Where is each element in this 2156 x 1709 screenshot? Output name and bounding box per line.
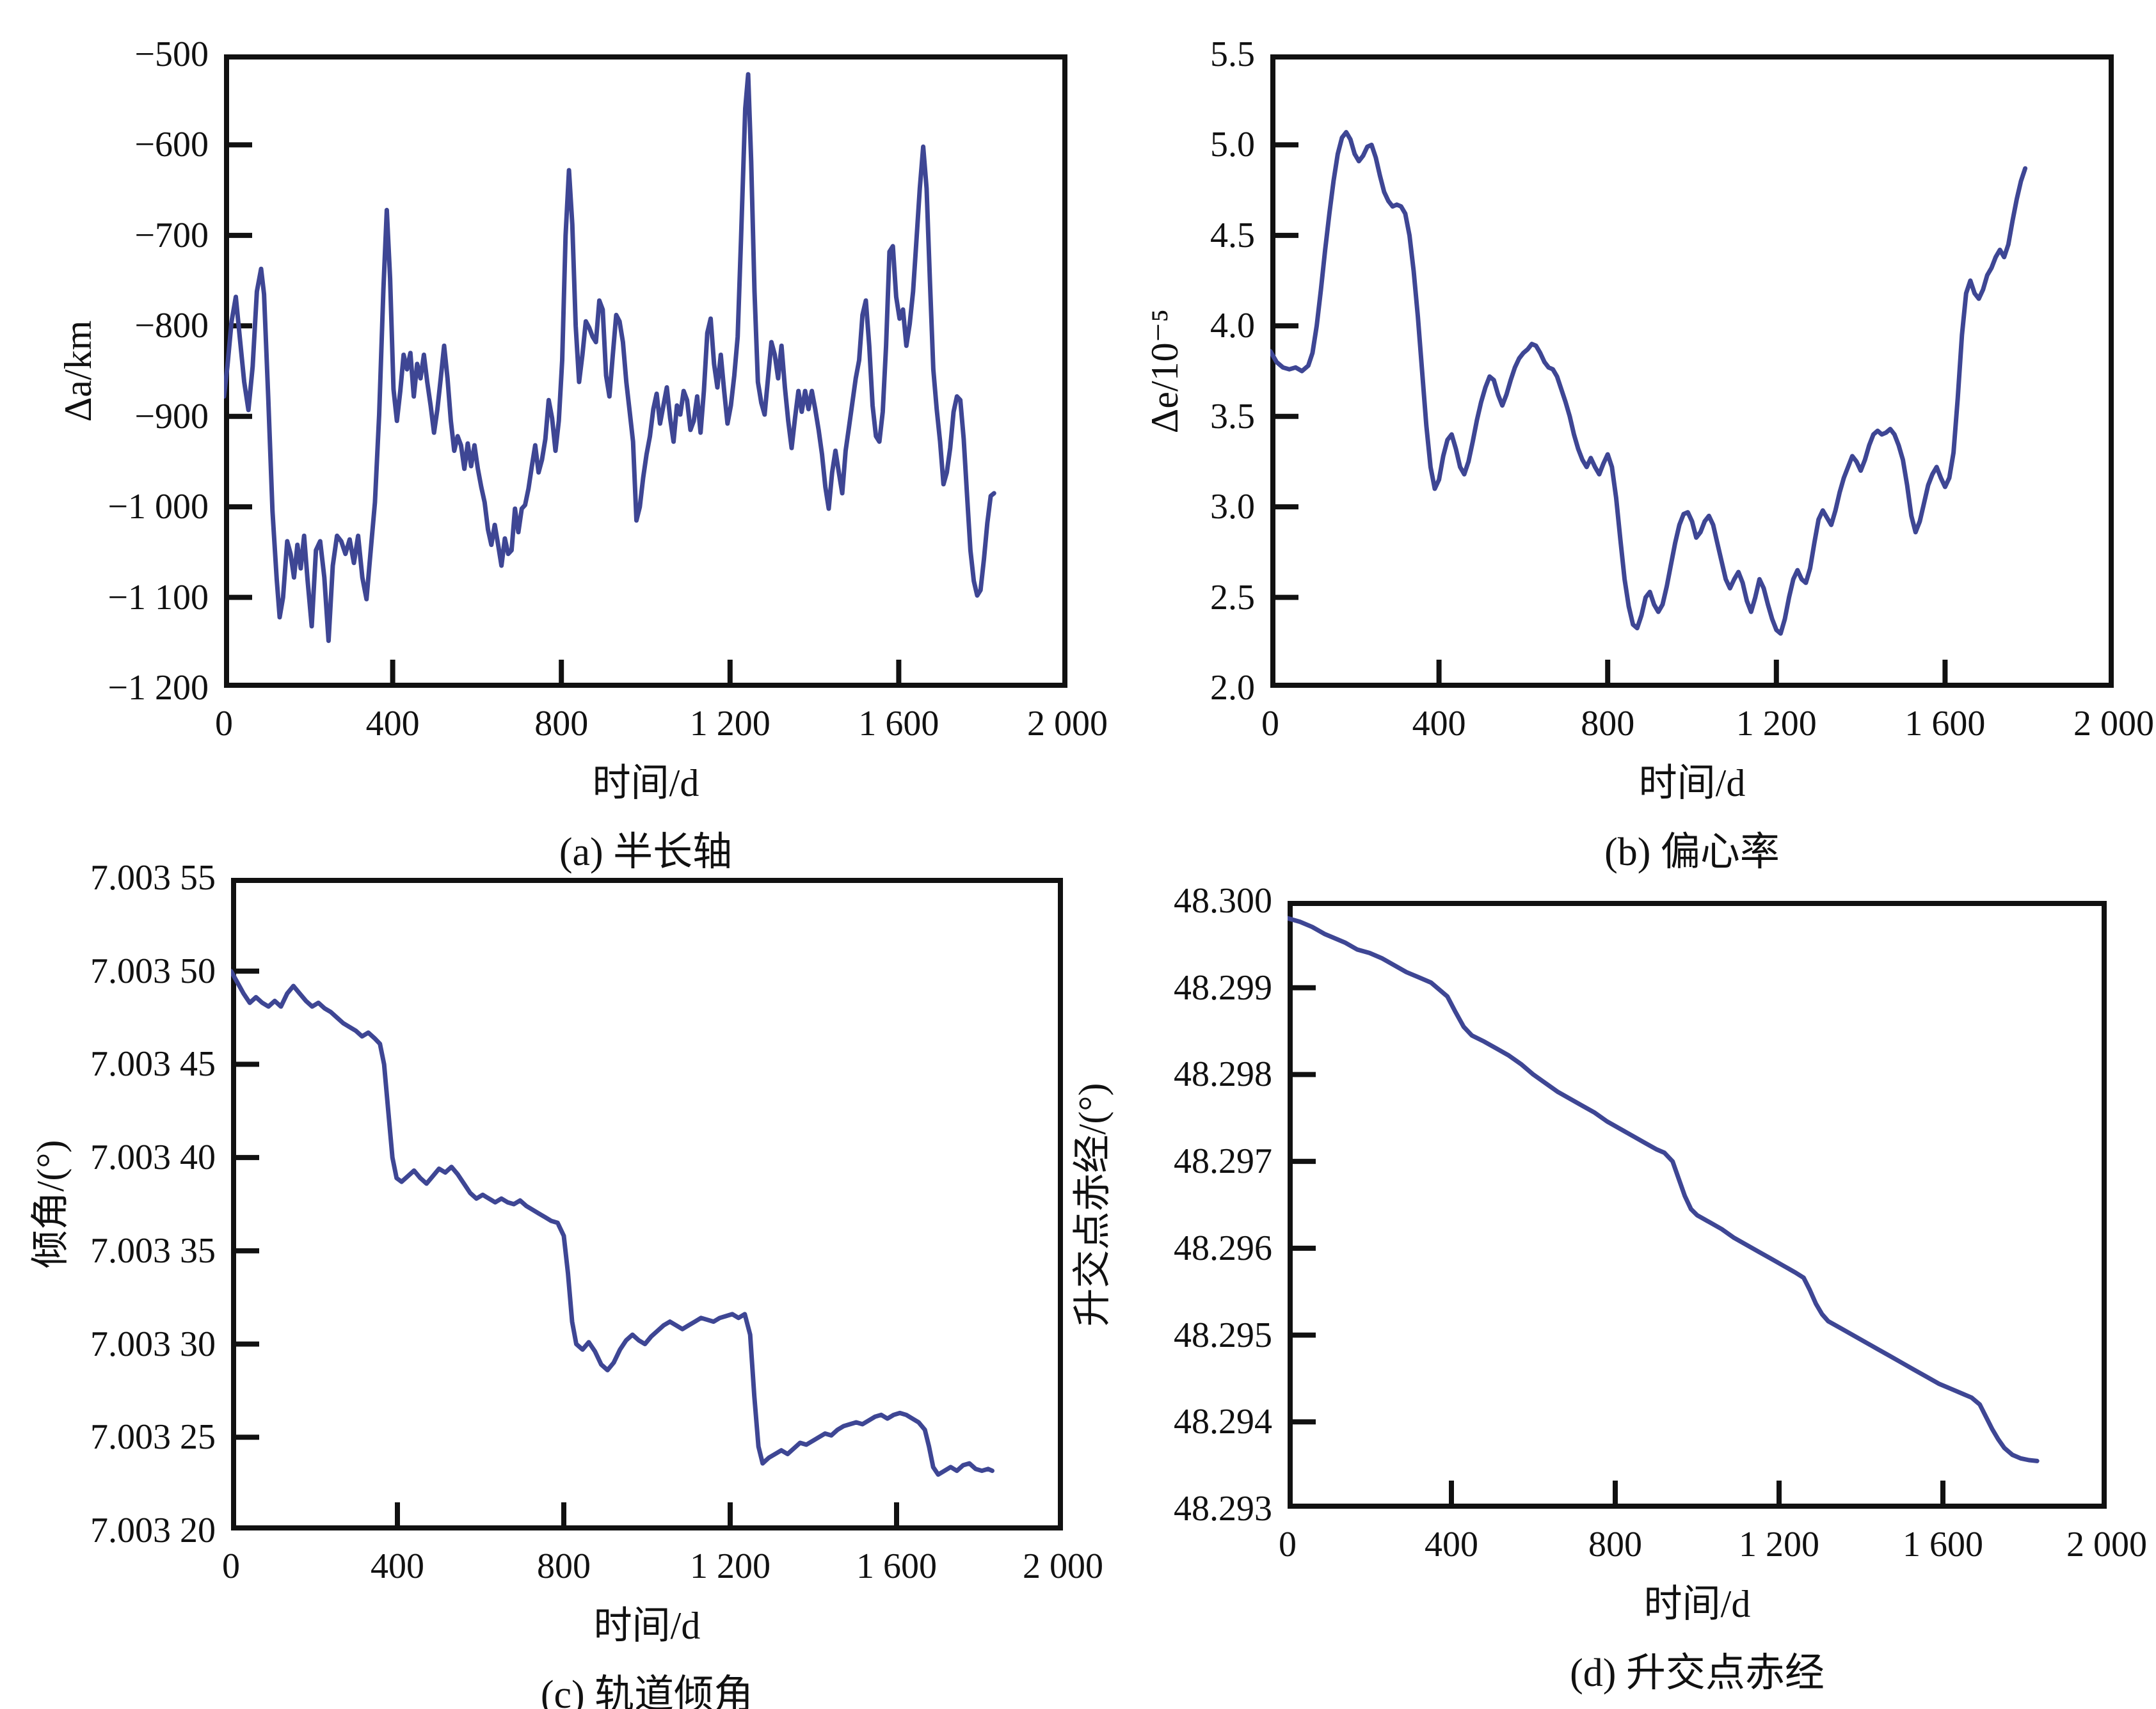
x-tick-label: 400 xyxy=(1425,1525,1478,1564)
plot-area xyxy=(231,878,1063,1530)
data-line xyxy=(1288,916,2040,1463)
y-tick-label: 7.003 40 xyxy=(90,1138,216,1178)
y-tick-label: 48.294 xyxy=(1174,1402,1272,1442)
y-tick-label: 4.5 xyxy=(1210,215,1255,255)
y-tick-label: 48.300 xyxy=(1174,881,1272,921)
x-tick-label: 800 xyxy=(537,1546,591,1586)
y-tick-label: 3.5 xyxy=(1210,396,1255,436)
plot-border xyxy=(231,878,1063,1530)
x-tick-label: 0 xyxy=(1279,1525,1297,1564)
chart-caption: (c) 轨道倾角 xyxy=(540,1673,754,1709)
y-tick-label: 7.003 55 xyxy=(90,858,216,898)
x-tick-label: 1 600 xyxy=(858,704,939,743)
y-tick-label: 48.296 xyxy=(1174,1228,1272,1268)
x-axis-label: 时间/d xyxy=(592,762,699,804)
y-tick-label: −800 xyxy=(134,306,209,346)
y-tick-label: 48.295 xyxy=(1174,1315,1272,1355)
y-axis-label: Δa/km xyxy=(57,320,99,422)
y-tick-label: 4.0 xyxy=(1210,306,1255,346)
y-tick-label: −1 100 xyxy=(108,577,209,617)
x-tick-label: 1 600 xyxy=(1903,1525,1983,1564)
x-tick-label: 2 000 xyxy=(1023,1546,1103,1586)
x-tick-label: 0 xyxy=(1261,704,1279,743)
plot-area xyxy=(1270,54,2114,688)
chart-caption: (b) 偏心率 xyxy=(1604,831,1780,874)
plot-border xyxy=(224,54,1067,688)
y-tick-label: 48.299 xyxy=(1174,967,1272,1008)
y-tick-label: 2.0 xyxy=(1210,668,1255,708)
y-axis-label: 升交点赤经/(°) xyxy=(1071,1083,1114,1327)
y-tick-label: −1 200 xyxy=(108,668,209,708)
data-line xyxy=(1270,130,2028,636)
y-tick-label: 5.5 xyxy=(1210,35,1255,74)
x-tick-label: 1 200 xyxy=(689,704,771,743)
y-tick-label: 7.003 30 xyxy=(90,1324,216,1364)
x-tick-label: 1 200 xyxy=(1739,1525,1819,1564)
x-tick-label: 800 xyxy=(1581,704,1635,743)
x-tick-label: 400 xyxy=(365,704,420,743)
x-tick-label: 400 xyxy=(371,1546,424,1586)
x-axis-label: 时间/d xyxy=(1638,762,1746,804)
x-tick-label: 2 000 xyxy=(2073,704,2154,743)
x-axis-label: 时间/d xyxy=(1643,1583,1751,1625)
x-axis-label: 时间/d xyxy=(593,1605,701,1647)
y-tick-label: 3.0 xyxy=(1210,487,1255,527)
y-tick-label: −700 xyxy=(134,215,209,255)
y-tick-label: 2.5 xyxy=(1210,577,1255,617)
plot-area xyxy=(1288,901,2107,1509)
y-tick-label: 48.293 xyxy=(1174,1489,1272,1529)
plot-border xyxy=(1288,901,2107,1509)
y-tick-label: 5.0 xyxy=(1210,125,1255,165)
y-tick-label: 7.003 25 xyxy=(90,1417,216,1458)
x-tick-label: 1 200 xyxy=(1736,704,1817,743)
y-axis-label: Δe/10⁻⁵ xyxy=(1144,308,1186,434)
x-tick-label: 2 000 xyxy=(2066,1525,2147,1564)
data-line xyxy=(224,72,996,643)
y-tick-label: −1 000 xyxy=(108,487,209,527)
x-tick-label: 0 xyxy=(222,1546,240,1586)
y-tick-label: −600 xyxy=(134,125,209,165)
y-tick-label: 7.003 35 xyxy=(90,1230,216,1271)
x-tick-label: 1 600 xyxy=(1904,704,1986,743)
chart-caption: (d) 升交点赤经 xyxy=(1570,1651,1825,1695)
plot-border xyxy=(1270,54,2114,688)
plot-area xyxy=(224,54,1067,688)
x-tick-label: 1 200 xyxy=(690,1546,771,1586)
x-tick-label: 800 xyxy=(1588,1525,1642,1564)
data-line xyxy=(231,969,994,1477)
x-tick-label: 2 000 xyxy=(1027,704,1108,743)
y-tick-label: 48.297 xyxy=(1174,1141,1272,1182)
y-tick-label: −500 xyxy=(134,35,209,74)
x-tick-label: 1 600 xyxy=(856,1546,937,1586)
y-tick-label: 7.003 20 xyxy=(90,1511,216,1550)
x-tick-label: 0 xyxy=(215,704,233,743)
x-tick-label: 400 xyxy=(1412,704,1466,743)
y-tick-label: −900 xyxy=(134,396,209,436)
chart-caption: (a) 半长轴 xyxy=(559,831,733,874)
y-tick-label: 7.003 50 xyxy=(90,951,216,991)
y-tick-label: 48.298 xyxy=(1174,1054,1272,1095)
x-tick-label: 800 xyxy=(534,704,589,743)
y-axis-label: 倾角/(°) xyxy=(29,1140,72,1269)
y-tick-label: 7.003 45 xyxy=(90,1044,216,1085)
